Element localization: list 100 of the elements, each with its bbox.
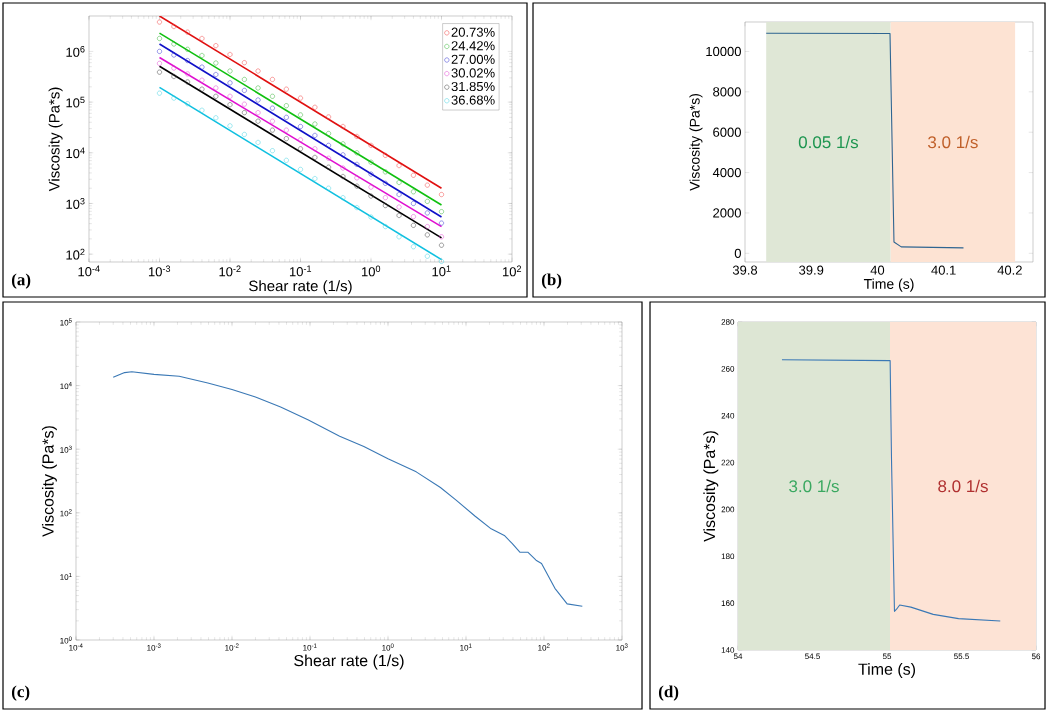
point	[340, 174, 346, 179]
point	[270, 105, 275, 111]
point	[241, 60, 247, 66]
point	[312, 176, 318, 182]
point	[185, 101, 190, 107]
point	[270, 93, 275, 99]
point	[382, 169, 388, 175]
point	[157, 90, 162, 96]
x-tick-label: 10$^{-1}$	[303, 643, 317, 651]
y-tick-label: 220	[721, 459, 735, 466]
point	[171, 52, 177, 58]
point	[213, 72, 219, 77]
point	[157, 69, 162, 75]
point	[411, 222, 416, 228]
band-label: 3.0 1/s	[928, 135, 978, 149]
x-tick-label: 10$^{-4}$	[69, 643, 83, 651]
legend-label: 31.85%	[451, 81, 495, 92]
y-tick-label: 180	[721, 553, 735, 560]
point	[213, 85, 219, 91]
point	[171, 95, 177, 101]
legend-label: 27.00%	[451, 54, 495, 64]
x-tick-label: 10$^{-3}$	[148, 265, 171, 277]
point	[255, 139, 261, 145]
point	[227, 52, 233, 57]
point	[411, 244, 416, 250]
band-label: 8.0 1/s	[938, 479, 988, 493]
point	[199, 36, 205, 41]
x-tick-label: 40.1	[931, 265, 956, 275]
y-axis-title: Viscosity (Pa*s)	[703, 431, 719, 542]
point	[326, 131, 332, 136]
point	[185, 58, 190, 64]
y-tick-label: 160	[721, 600, 735, 606]
point	[185, 46, 190, 52]
point	[424, 182, 430, 188]
point	[283, 103, 289, 109]
point	[255, 85, 261, 91]
legend-label: 30.02%	[451, 68, 495, 78]
y-tick-label: 10$^{4}$	[66, 147, 85, 159]
point	[326, 142, 332, 148]
point	[157, 36, 162, 41]
point	[241, 101, 247, 107]
point	[368, 184, 374, 190]
point	[382, 224, 388, 230]
y-tick-label: 10$^{1}$	[60, 572, 72, 580]
point	[171, 74, 177, 79]
point	[396, 163, 402, 168]
x-tick-label: 39.8	[732, 265, 758, 275]
legend-label: 36.68%	[451, 95, 495, 105]
point	[368, 159, 374, 165]
point	[298, 124, 303, 129]
point	[227, 123, 233, 129]
point	[213, 93, 219, 99]
point	[241, 76, 247, 82]
x-tick-label: 10$^{-2}$	[225, 643, 239, 651]
point	[157, 19, 162, 25]
point	[213, 115, 219, 121]
point	[199, 64, 205, 70]
point	[199, 77, 205, 83]
point	[396, 213, 402, 218]
point	[312, 154, 318, 160]
point	[312, 121, 318, 127]
x-tick-label: 10$^{0}$	[382, 643, 394, 651]
point	[368, 171, 374, 177]
point	[382, 203, 388, 208]
point	[382, 152, 388, 158]
point	[382, 180, 388, 186]
y-tick-label: 280	[721, 319, 735, 325]
point	[199, 53, 205, 58]
point	[326, 114, 332, 120]
y-axis-title: Viscosity (Pa*s)	[48, 87, 63, 192]
point	[354, 175, 360, 181]
point	[326, 185, 332, 191]
x-tick-label: 54.5	[805, 653, 820, 660]
point	[354, 161, 360, 167]
x-axis-title: Time (s)	[858, 663, 916, 678]
x-tick-label: 10$^{2}$	[538, 643, 550, 651]
point	[439, 192, 444, 197]
x-tick-label: 54	[733, 653, 743, 660]
point	[382, 195, 388, 201]
x-tick-label: 10$^{3}$	[616, 643, 628, 651]
x-tick-label: 10$^{-2}$	[219, 265, 241, 277]
y-axis-title: Viscosity (Pa*s)	[41, 426, 57, 537]
point	[255, 97, 261, 103]
point	[199, 107, 205, 113]
point	[298, 146, 303, 152]
x-tick-label: 55.5	[954, 653, 969, 660]
point	[326, 155, 332, 161]
point	[340, 195, 346, 201]
y-tick-label: 10$^{0}$	[60, 636, 72, 644]
x-tick-label: 40.2	[997, 265, 1022, 275]
point	[411, 172, 416, 178]
point	[439, 234, 444, 240]
point	[396, 204, 402, 210]
y-tick-label: 10000	[706, 46, 741, 57]
point	[227, 80, 233, 86]
y-tick-label: 240	[721, 412, 735, 419]
point	[283, 127, 289, 133]
point	[298, 166, 303, 172]
point	[424, 224, 430, 230]
x-tick-label: 39.9	[799, 265, 824, 275]
